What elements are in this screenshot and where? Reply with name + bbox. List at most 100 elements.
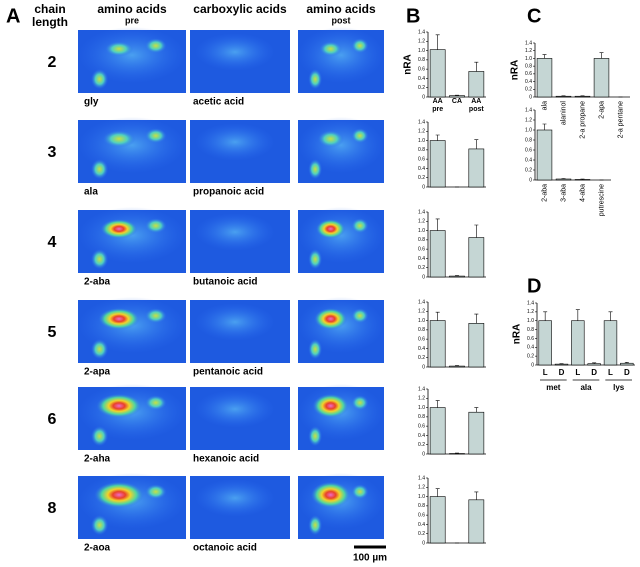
x-tick-label: D — [624, 368, 630, 377]
y-tick-label: 0.4 — [525, 79, 532, 85]
column-subtitle: post — [332, 15, 351, 25]
micrograph-glow — [308, 339, 323, 360]
x-tick-label: 2-apa — [598, 101, 605, 119]
chain-length: 8 — [48, 500, 57, 517]
y-tick-label: 0.8 — [418, 327, 425, 333]
y-tick-label: 0.6 — [527, 336, 534, 342]
carboxylic-acid-name: propanoic acid — [193, 187, 264, 198]
error-bar — [435, 400, 440, 408]
carboxylic-acid-name: butanoic acid — [193, 277, 257, 288]
y-tick-label: 0.6 — [525, 147, 532, 153]
micrograph-glow — [351, 484, 369, 500]
y-tick-label: 1.2 — [418, 309, 425, 315]
y-tick-label: 1.4 — [418, 386, 425, 392]
y-axis-label: nRA — [403, 54, 414, 75]
column-title: amino acids — [97, 2, 167, 16]
y-tick-label: 1.0 — [418, 138, 425, 144]
error-bar — [599, 52, 604, 59]
micrograph-glow — [312, 393, 349, 418]
carboxylic-acid-name: pentanoic acid — [193, 367, 263, 378]
y-tick-label: 0.6 — [418, 246, 425, 252]
micrograph-glow — [144, 128, 167, 144]
x-tick-label: L — [608, 368, 613, 377]
y-tick-label: 0.6 — [418, 423, 425, 429]
x-tick-label: 2-a pentane — [617, 101, 624, 138]
column-title: amino acids — [306, 2, 376, 16]
bar — [593, 58, 610, 98]
micrograph-glow — [144, 484, 167, 500]
y-tick-label: 0.4 — [418, 256, 425, 262]
micrograph-glow — [319, 41, 343, 57]
error-bar — [608, 311, 613, 321]
y-tick-label: 0.4 — [418, 522, 425, 528]
y-tick-label: 0.2 — [525, 167, 532, 173]
y-tick-label: 1.2 — [525, 48, 532, 54]
bar — [468, 237, 485, 278]
carboxylic-acid-name: acetic acid — [193, 97, 244, 108]
panel-label: C — [527, 5, 541, 27]
panel-label: D — [527, 275, 541, 297]
y-tick-label: 0.6 — [418, 512, 425, 518]
y-tick-label: 1.0 — [418, 48, 425, 54]
x-tick-label: L — [575, 368, 580, 377]
error-bar — [575, 309, 580, 321]
x-tick-label: CA — [451, 98, 463, 105]
micrograph-glow — [308, 249, 323, 270]
y-tick-label: 1.4 — [418, 209, 425, 215]
y-tick-label: 0.4 — [418, 76, 425, 82]
panel-label: A — [6, 5, 20, 27]
error-bar — [580, 178, 585, 180]
micrograph-glow — [317, 130, 344, 148]
micrograph-glow — [94, 481, 144, 509]
error-bar — [435, 311, 440, 321]
amino-acid-name: 2-aoa — [84, 543, 111, 554]
y-tick-label: 0.8 — [525, 137, 532, 143]
bar — [429, 407, 446, 455]
y-tick-label: 0.2 — [418, 355, 425, 361]
y-axis-label: nRA — [510, 60, 521, 81]
micrograph-glow — [100, 219, 138, 239]
micrograph-glow — [144, 218, 167, 234]
error-bar — [543, 311, 548, 321]
y-tick-label: 1.0 — [525, 56, 532, 62]
y-tick-label: 1.4 — [527, 300, 534, 306]
micrograph-glow — [144, 308, 167, 324]
y-tick-label: 0.4 — [418, 433, 425, 439]
y-tick-label: 1.0 — [525, 127, 532, 133]
y-tick-label: 0.2 — [525, 87, 532, 93]
bar — [468, 323, 485, 368]
y-tick-label: 0.2 — [418, 265, 425, 271]
chain-length: 2 — [48, 54, 57, 71]
error-bar — [474, 61, 479, 72]
bar — [538, 320, 552, 366]
y-tick-label: 0.8 — [418, 57, 425, 63]
micrograph-haze — [195, 303, 275, 341]
bar — [620, 362, 634, 366]
y-tick-label: 1.2 — [527, 309, 534, 315]
micrograph-glow — [315, 219, 346, 239]
y-tick-label: 0.4 — [418, 346, 425, 352]
micrograph-glow — [90, 515, 109, 536]
y-tick-label: 1.2 — [525, 117, 532, 123]
micrograph-glow — [308, 69, 323, 90]
micrograph-glow — [96, 393, 142, 418]
y-tick-label: 0.8 — [418, 147, 425, 153]
micrograph-glow — [351, 38, 369, 54]
y-tick-label: 0.2 — [418, 442, 425, 448]
x-tick-label: L — [543, 368, 548, 377]
y-tick-label: 0.2 — [418, 175, 425, 181]
y-tick-label: 0 — [422, 184, 425, 190]
y-tick-label: 1.0 — [527, 318, 534, 324]
error-bar — [435, 218, 440, 231]
bar — [468, 411, 485, 455]
chain-length: 4 — [48, 234, 57, 251]
micrograph-haze — [195, 479, 275, 517]
bar — [429, 496, 446, 544]
y-tick-label: 1.4 — [525, 40, 532, 46]
x-tick-label: alaninol — [560, 101, 567, 126]
bar — [603, 320, 618, 366]
micrograph-haze — [195, 33, 275, 71]
micrograph-glow — [351, 218, 369, 234]
micrograph-haze — [195, 390, 275, 428]
y-tick-label: 0.2 — [418, 531, 425, 537]
